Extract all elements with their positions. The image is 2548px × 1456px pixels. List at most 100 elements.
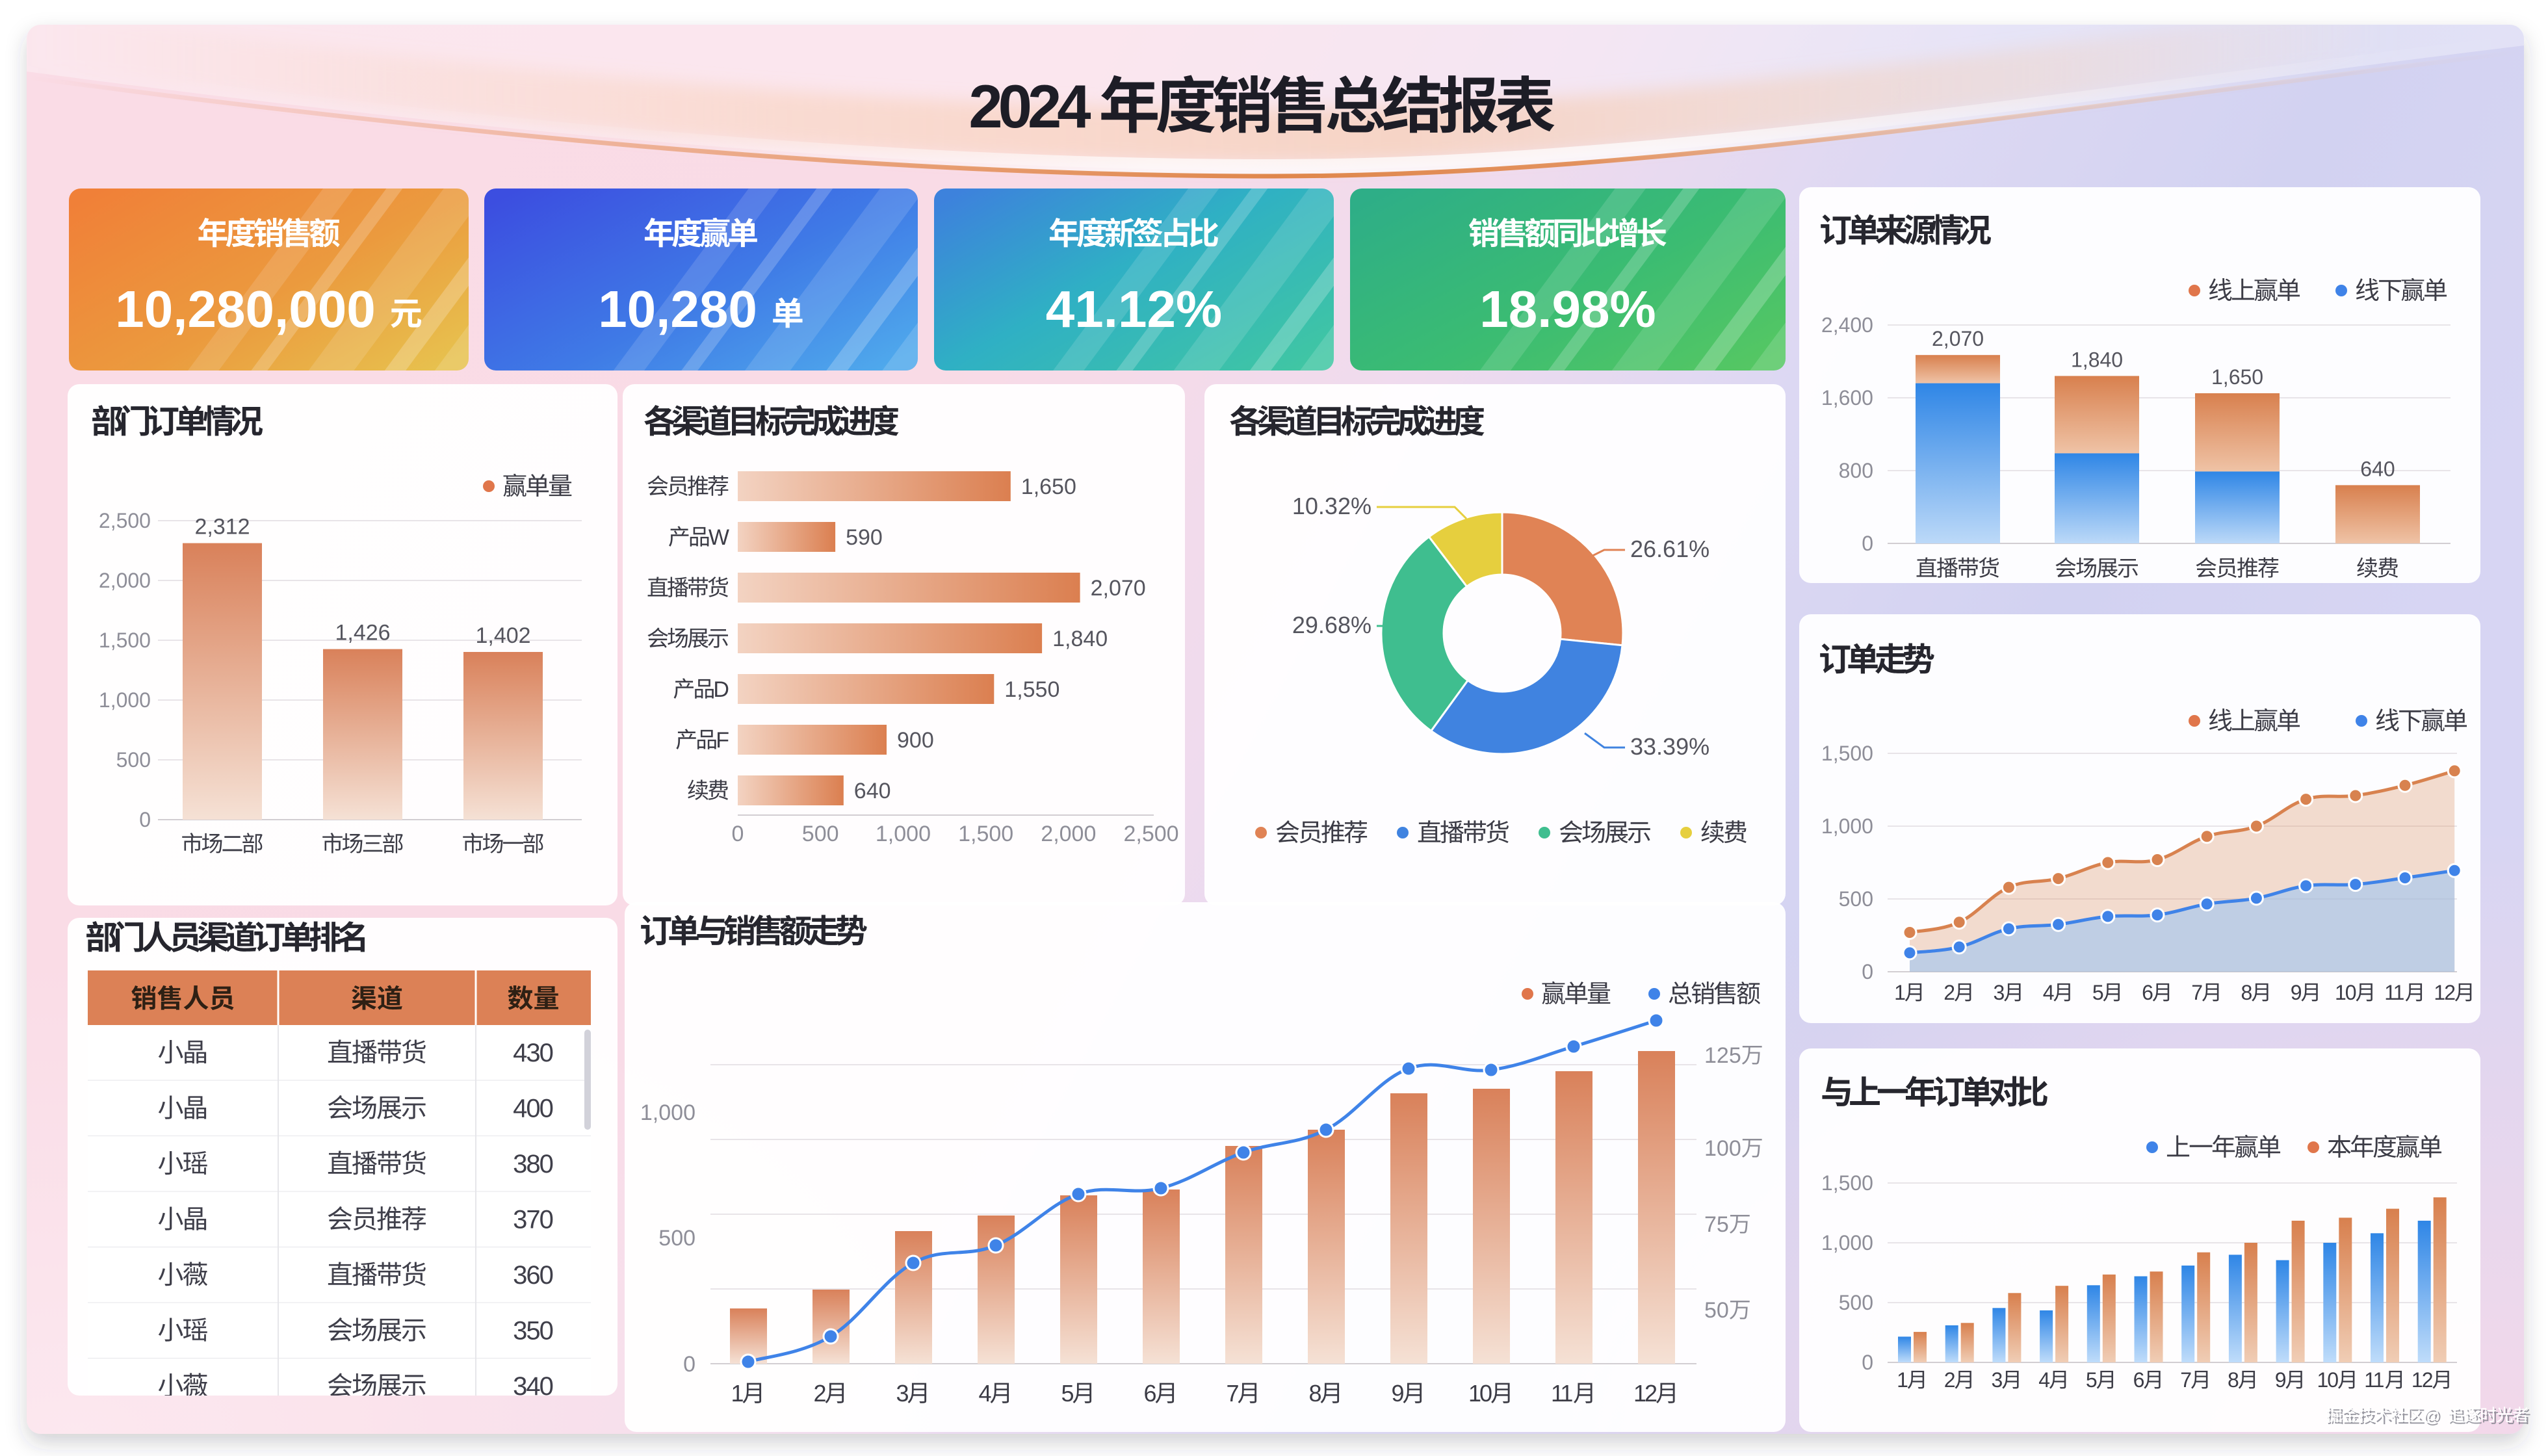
svg-text:0: 0 <box>1862 532 1873 555</box>
svg-text:360: 360 <box>513 1261 552 1290</box>
svg-text:1,650: 1,650 <box>2211 365 2263 389</box>
svg-text:6: 6 <box>2133 1368 2144 1392</box>
svg-text:0: 0 <box>1862 1351 1873 1374</box>
svg-text:2,312: 2,312 <box>195 515 250 540</box>
svg-text:6: 6 <box>1144 1380 1156 1407</box>
svg-text:1,840: 1,840 <box>2071 348 2123 371</box>
svg-text:1,000: 1,000 <box>640 1100 696 1125</box>
svg-text:9: 9 <box>2291 981 2302 1004</box>
svg-text:2,070: 2,070 <box>1091 576 1146 601</box>
svg-text:@: @ <box>2424 1407 2441 1427</box>
svg-text:1,550: 1,550 <box>1004 677 1060 702</box>
svg-text:4: 4 <box>2038 1368 2049 1392</box>
svg-text:5: 5 <box>1061 1380 1074 1407</box>
svg-text:1,500: 1,500 <box>1821 1171 1873 1195</box>
svg-text:1,600: 1,600 <box>1821 386 1873 410</box>
svg-text:1,500: 1,500 <box>958 822 1013 846</box>
svg-text:1,402: 1,402 <box>476 623 531 648</box>
svg-text:500: 500 <box>802 822 839 846</box>
svg-text:2,500: 2,500 <box>99 509 151 532</box>
svg-text:1,000: 1,000 <box>99 688 151 712</box>
svg-text:8: 8 <box>2228 1368 2239 1392</box>
svg-text:350: 350 <box>513 1317 552 1346</box>
svg-text:500: 500 <box>116 748 151 772</box>
svg-text:10,280: 10,280 <box>598 280 757 338</box>
svg-text:7: 7 <box>2191 981 2202 1004</box>
svg-text:2: 2 <box>1944 981 1955 1004</box>
svg-text:500: 500 <box>1839 887 1873 911</box>
svg-text:4: 4 <box>979 1380 991 1407</box>
svg-text:3: 3 <box>1994 981 2005 1004</box>
svg-text:@: @ <box>2423 1405 2439 1425</box>
svg-text:900: 900 <box>897 728 934 753</box>
svg-text:2,000: 2,000 <box>1041 822 1096 846</box>
svg-text:29.68%: 29.68% <box>1292 612 1372 638</box>
svg-text:10: 10 <box>1468 1380 1492 1407</box>
svg-text:10,280,000: 10,280,000 <box>115 280 375 338</box>
svg-text:2,400: 2,400 <box>1821 313 1873 337</box>
svg-text:1,650: 1,650 <box>1021 474 1076 499</box>
svg-text:0: 0 <box>139 808 151 831</box>
svg-text:41.12%: 41.12% <box>1046 280 1222 338</box>
svg-text:800: 800 <box>1839 459 1873 482</box>
svg-text:1,000: 1,000 <box>876 822 931 846</box>
svg-text:370: 370 <box>513 1206 552 1234</box>
svg-text:590: 590 <box>846 525 883 550</box>
svg-text:9: 9 <box>1392 1380 1404 1407</box>
svg-text:5: 5 <box>2092 981 2103 1004</box>
svg-text:1,000: 1,000 <box>1821 814 1873 838</box>
svg-text:3: 3 <box>1992 1368 2003 1392</box>
svg-text:1: 1 <box>1894 981 1905 1004</box>
svg-text:50: 50 <box>1704 1298 1729 1323</box>
svg-text:0: 0 <box>1862 960 1873 983</box>
svg-text:1,000: 1,000 <box>1821 1231 1873 1254</box>
svg-text:430: 430 <box>513 1039 552 1067</box>
svg-text:26.61%: 26.61% <box>1630 536 1710 562</box>
svg-text:380: 380 <box>513 1150 552 1178</box>
svg-text:7: 7 <box>2180 1368 2191 1392</box>
svg-text:5: 5 <box>2086 1368 2097 1392</box>
svg-text:1,840: 1,840 <box>1052 627 1108 651</box>
svg-text:6: 6 <box>2142 981 2153 1004</box>
svg-text:640: 640 <box>2360 457 2395 480</box>
svg-text:F: F <box>716 728 729 753</box>
svg-text:10: 10 <box>2317 1368 2339 1392</box>
svg-text:1: 1 <box>1897 1368 1908 1392</box>
svg-text:0: 0 <box>732 822 744 846</box>
svg-text:2024: 2024 <box>968 72 1091 140</box>
svg-text:400: 400 <box>513 1095 552 1123</box>
svg-text:640: 640 <box>854 779 891 803</box>
svg-text:8: 8 <box>1309 1380 1321 1407</box>
svg-text:D: D <box>713 677 728 702</box>
svg-text:1,426: 1,426 <box>335 621 391 645</box>
svg-text:1: 1 <box>731 1380 744 1407</box>
svg-text:12: 12 <box>2412 1368 2433 1392</box>
svg-text:0: 0 <box>683 1352 696 1377</box>
svg-text:10: 10 <box>2335 981 2356 1004</box>
svg-text:75: 75 <box>1704 1212 1729 1237</box>
svg-text:12: 12 <box>1633 1380 1657 1407</box>
svg-text:1,500: 1,500 <box>1821 742 1873 765</box>
svg-text:10.32%: 10.32% <box>1292 493 1372 519</box>
svg-text:2,070: 2,070 <box>1932 327 1984 350</box>
svg-text:2,000: 2,000 <box>99 569 151 592</box>
svg-text:W: W <box>708 525 729 550</box>
svg-text:8: 8 <box>2241 981 2252 1004</box>
svg-text:18.98%: 18.98% <box>1479 280 1656 338</box>
svg-text:100: 100 <box>1704 1136 1741 1161</box>
svg-text:33.39%: 33.39% <box>1630 733 1710 760</box>
svg-text:7: 7 <box>1227 1380 1239 1407</box>
svg-text:2: 2 <box>1944 1368 1955 1392</box>
svg-text:125: 125 <box>1704 1043 1741 1068</box>
svg-text:500: 500 <box>1839 1291 1873 1314</box>
svg-text:12: 12 <box>2434 981 2455 1004</box>
svg-text:2: 2 <box>814 1380 826 1407</box>
svg-text:3: 3 <box>896 1380 909 1407</box>
svg-text:11: 11 <box>2364 1368 2384 1392</box>
svg-text:11: 11 <box>1551 1380 1572 1407</box>
svg-text:2,500: 2,500 <box>1124 822 1179 846</box>
svg-text:340: 340 <box>513 1372 552 1401</box>
svg-text:1,500: 1,500 <box>99 629 151 652</box>
svg-text:500: 500 <box>658 1226 696 1251</box>
svg-text:11: 11 <box>2384 981 2404 1004</box>
